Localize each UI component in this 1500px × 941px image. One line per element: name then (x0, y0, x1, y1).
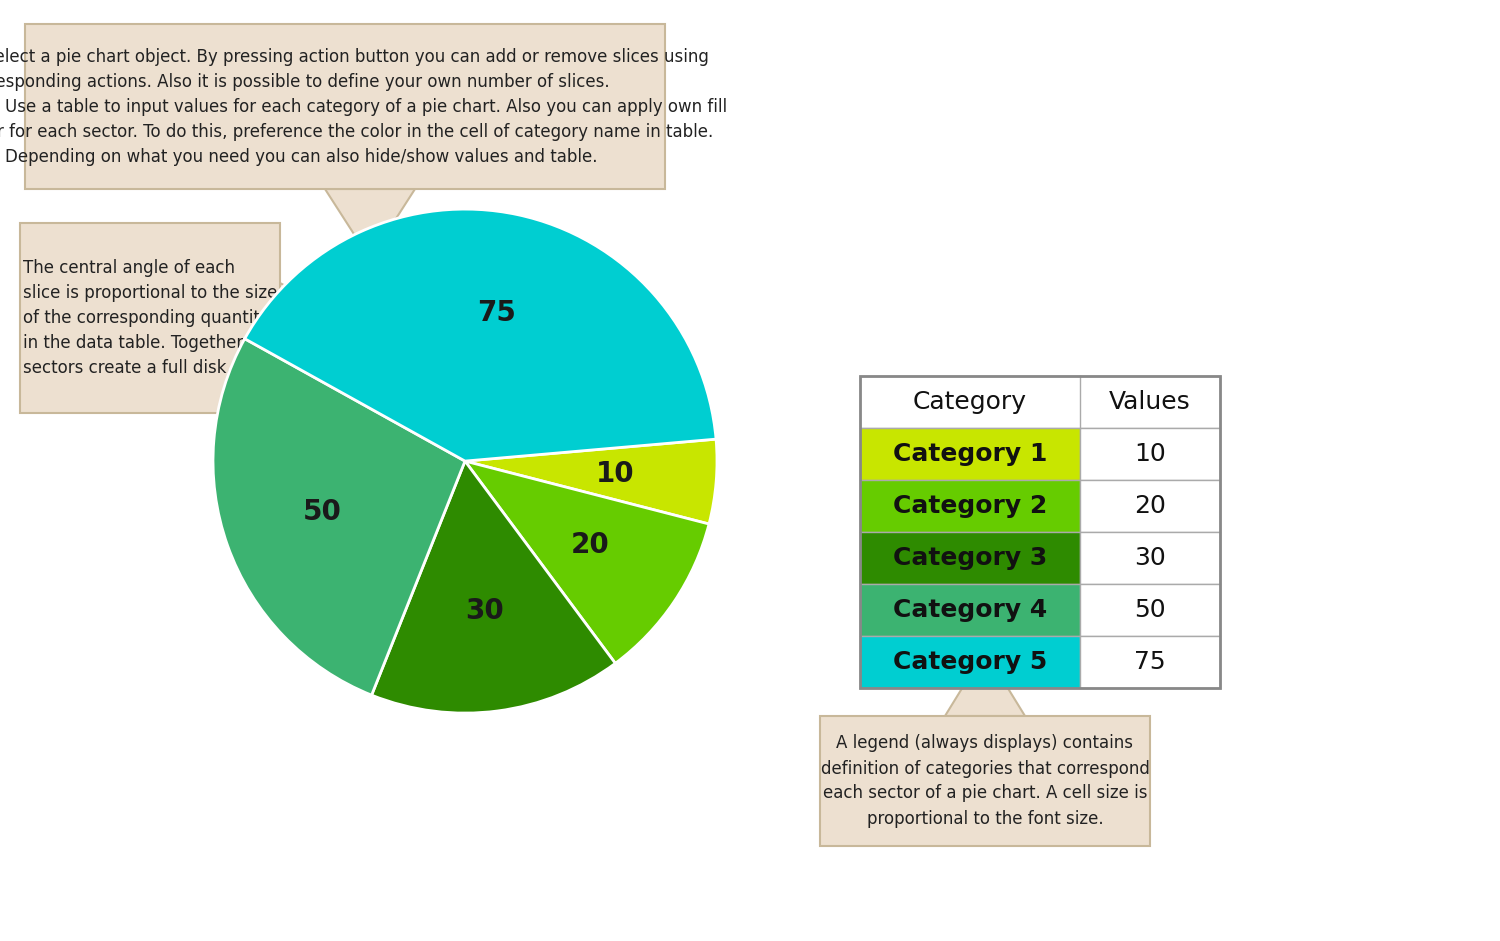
Text: A legend (always displays) contains
definition of categories that correspond
eac: A legend (always displays) contains defi… (821, 735, 1149, 827)
FancyBboxPatch shape (1080, 480, 1220, 532)
Text: Category 4: Category 4 (892, 598, 1047, 622)
Text: Category 5: Category 5 (892, 650, 1047, 674)
Text: 20: 20 (572, 532, 610, 560)
Text: Category 1: Category 1 (892, 442, 1047, 466)
Text: Values: Values (1108, 390, 1191, 414)
Wedge shape (213, 339, 465, 695)
FancyBboxPatch shape (1080, 584, 1220, 636)
FancyBboxPatch shape (859, 480, 1080, 532)
Polygon shape (280, 283, 345, 353)
FancyBboxPatch shape (20, 223, 280, 413)
FancyBboxPatch shape (1080, 636, 1220, 688)
Text: 10: 10 (1134, 442, 1166, 466)
FancyBboxPatch shape (859, 584, 1080, 636)
Text: Category 3: Category 3 (892, 546, 1047, 570)
FancyBboxPatch shape (821, 716, 1150, 846)
FancyBboxPatch shape (26, 24, 664, 189)
Text: 20: 20 (1134, 494, 1166, 518)
FancyBboxPatch shape (859, 636, 1080, 688)
FancyBboxPatch shape (859, 376, 1220, 428)
FancyBboxPatch shape (1080, 428, 1220, 480)
Text: 10: 10 (597, 459, 634, 487)
Polygon shape (945, 651, 1024, 716)
FancyBboxPatch shape (1080, 532, 1220, 584)
Text: 50: 50 (303, 498, 342, 526)
Text: Category: Category (914, 390, 1028, 414)
Wedge shape (244, 209, 716, 461)
Text: Category 2: Category 2 (892, 494, 1047, 518)
Wedge shape (465, 461, 710, 663)
Text: 75: 75 (477, 299, 516, 327)
Text: 30: 30 (465, 597, 504, 625)
FancyBboxPatch shape (859, 532, 1080, 584)
Text: 30: 30 (1134, 546, 1166, 570)
FancyBboxPatch shape (859, 428, 1080, 480)
Wedge shape (465, 439, 717, 524)
Text: The central angle of each
slice is proportional to the size
of the corresponding: The central angle of each slice is propo… (22, 259, 278, 377)
Text: Select a pie chart object. By pressing action button you can add or remove slice: Select a pie chart object. By pressing a… (0, 47, 728, 166)
Polygon shape (326, 189, 416, 259)
Wedge shape (372, 461, 615, 713)
Text: 75: 75 (1134, 650, 1166, 674)
Text: 50: 50 (1134, 598, 1166, 622)
